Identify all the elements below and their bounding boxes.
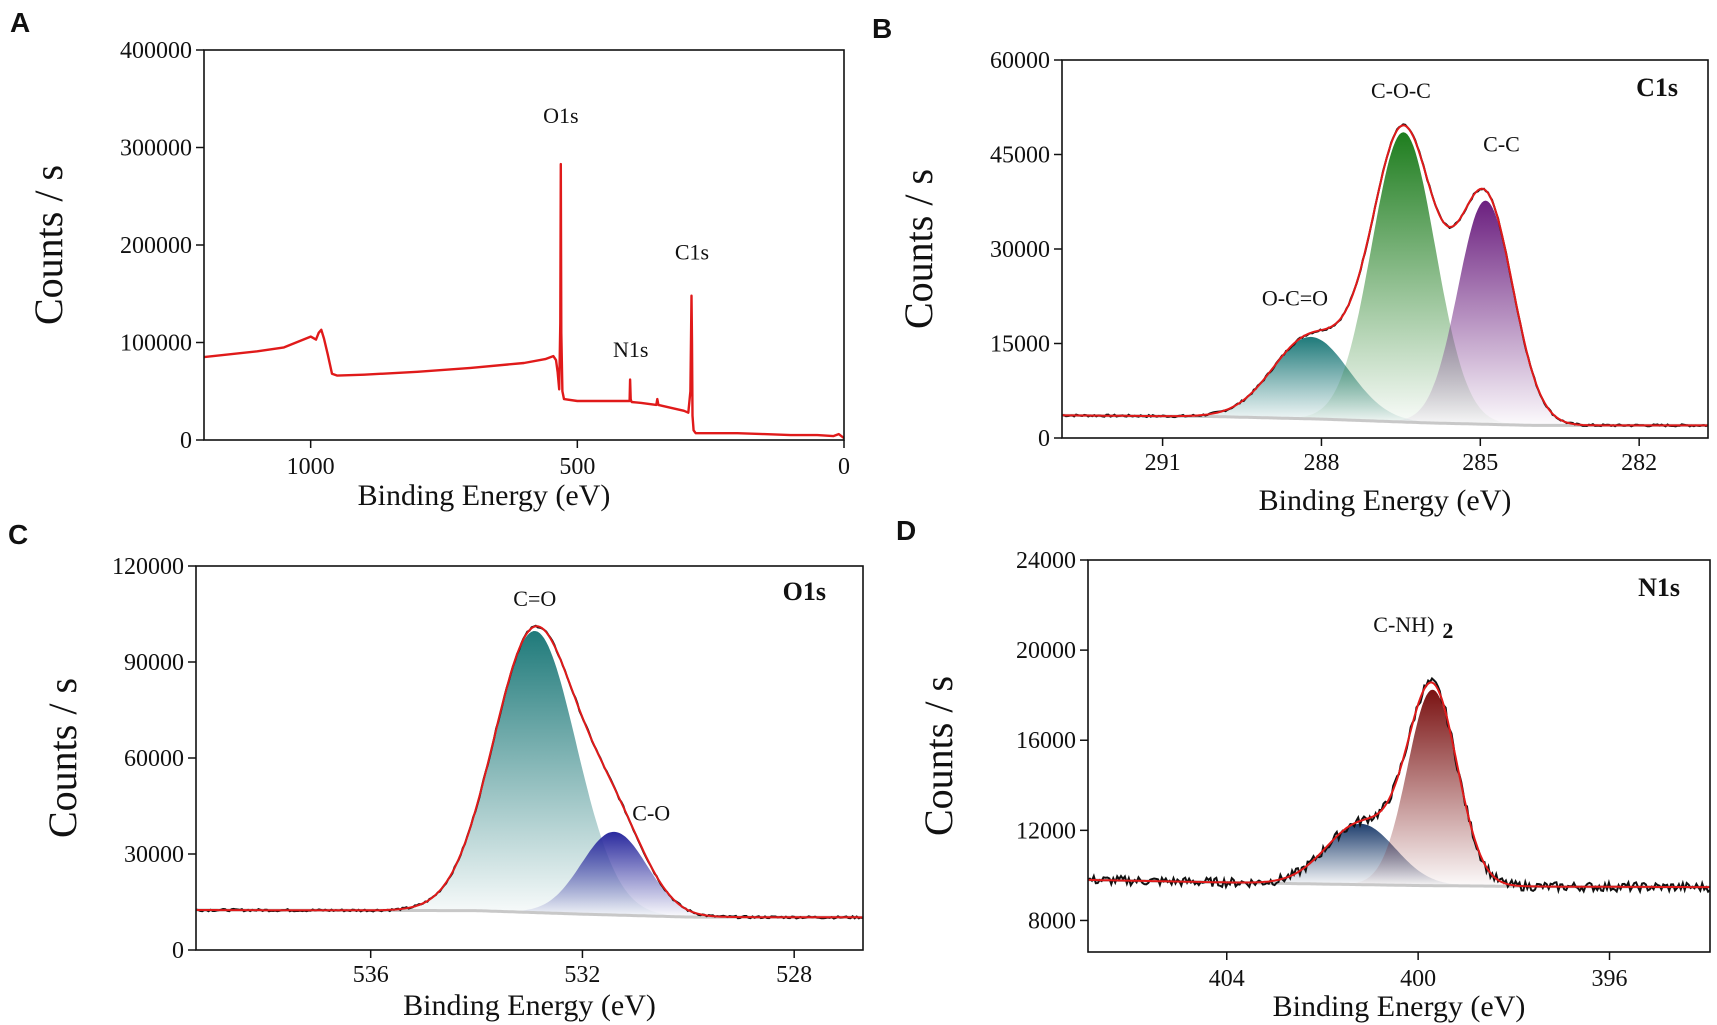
- y-tick-label-b: 60000: [990, 48, 1050, 74]
- component-fill-n-c: [1237, 823, 1485, 887]
- x-tick-label-a: 1000: [287, 454, 335, 480]
- y-tick-label-b: 15000: [990, 332, 1050, 358]
- y-tick-label-d: 8000: [1028, 908, 1076, 934]
- panel-a-survey-chart: A Counts / s Binding Energy (eV) 0 100000…: [10, 7, 850, 512]
- region-label-c: O1s: [783, 577, 826, 606]
- y-tick-label-d: 16000: [1016, 728, 1076, 754]
- panel-letter-c: C: [8, 519, 28, 550]
- y-tick-label-a: 400000: [120, 38, 192, 64]
- y-tick-label-d: 24000: [1016, 548, 1076, 574]
- panel-d-n1s-chart: D N1s Counts / s Binding Energy (eV) 800…: [896, 515, 1711, 1023]
- x-tick-label-c: 536: [353, 962, 389, 988]
- y-tick-label-b: 30000: [990, 237, 1050, 263]
- region-label-d: N1s: [1638, 573, 1680, 602]
- plot-frame-d: [1087, 559, 1711, 953]
- x-tick-label-b: 285: [1462, 450, 1498, 476]
- component-fill-c-o: [387, 631, 682, 917]
- peak-label-a: O1s: [543, 103, 578, 128]
- y-axis-title-a: Counts / s: [26, 165, 71, 325]
- plot-area-a: [204, 162, 844, 440]
- y-tick-label-a: 0: [180, 428, 192, 454]
- y-tick-label-a: 200000: [120, 233, 192, 259]
- y-axis-title-b: Counts / s: [896, 169, 941, 329]
- y-tick-label-c: 90000: [124, 650, 184, 676]
- component-fill-c-nh2: [1344, 689, 1522, 887]
- peak-label-a: C1s: [675, 240, 709, 265]
- plot-area-b: [1062, 123, 1708, 428]
- x-axis-title-c: Binding Energy (eV): [403, 989, 656, 1022]
- y-tick-label-c: 30000: [124, 842, 184, 868]
- y-tick-label-d: 12000: [1016, 818, 1076, 844]
- x-axis-title-b: Binding Energy (eV): [1259, 484, 1512, 517]
- x-tick-label-b: 282: [1621, 450, 1657, 476]
- envelope-line-d: [1088, 681, 1710, 889]
- y-axis-title-d: Counts / s: [916, 676, 961, 836]
- x-tick-label-c: 528: [776, 962, 812, 988]
- x-tick-label-d: 400: [1400, 966, 1436, 992]
- panel-letter-d: D: [896, 515, 916, 546]
- y-tick-label-a: 100000: [120, 331, 192, 357]
- y-tick-label-b: 45000: [990, 143, 1050, 169]
- x-tick-label-c: 532: [564, 962, 600, 988]
- y-tick-label-d: 20000: [1016, 638, 1076, 664]
- peak-label-a: N1s: [613, 337, 648, 362]
- peak-label-b: C-C: [1483, 131, 1520, 156]
- y-tick-label-c: 60000: [124, 746, 184, 772]
- panel-letter-b: B: [872, 13, 892, 44]
- y-axis-title-c: Counts / s: [40, 678, 85, 838]
- x-tick-label-b: 288: [1303, 450, 1339, 476]
- peak-label-subscript: 2: [1442, 618, 1453, 643]
- peak-label-c: C-O: [632, 800, 670, 825]
- survey-line: [204, 162, 844, 440]
- x-tick-label-a: 500: [559, 454, 595, 480]
- panel-b-c1s-chart: B C1s Counts / s Binding Energy (eV) 0 15…: [872, 13, 1709, 517]
- y-tick-label-b: 0: [1038, 426, 1050, 452]
- panel-c-o1s-chart: C O1s Counts / s Binding Energy (eV) 0 30…: [8, 519, 864, 1022]
- peak-label-c: C=O: [513, 586, 556, 611]
- x-tick-label-b: 291: [1145, 450, 1181, 476]
- peak-label-b: C-O-C: [1371, 78, 1431, 103]
- plot-area-c: [196, 624, 863, 920]
- y-tick-label-a: 300000: [120, 136, 192, 162]
- x-tick-label-d: 404: [1209, 966, 1245, 992]
- panel-letter-a: A: [10, 7, 30, 38]
- y-tick-label-c: 120000: [112, 554, 184, 580]
- component-fill-c-o: [496, 831, 732, 918]
- envelope-line-c: [196, 625, 863, 919]
- y-tick-label-c: 0: [172, 938, 184, 964]
- peak-label-d: C-NH) 2: [1373, 612, 1453, 643]
- component-fill-c-o-c: [1290, 132, 1517, 425]
- component-fill-c-c: [1387, 200, 1583, 426]
- plot-area-d: [1088, 676, 1710, 895]
- envelope-line-b: [1062, 124, 1708, 427]
- x-axis-title-a: Binding Energy (eV): [358, 479, 611, 512]
- region-label-b: C1s: [1636, 73, 1678, 102]
- plot-frame-a: [203, 49, 845, 441]
- x-tick-label-d: 396: [1592, 966, 1628, 992]
- x-tick-label-a: 0: [838, 454, 850, 480]
- peak-label-b: O-C=O: [1262, 286, 1328, 311]
- x-axis-title-d: Binding Energy (eV): [1273, 990, 1526, 1023]
